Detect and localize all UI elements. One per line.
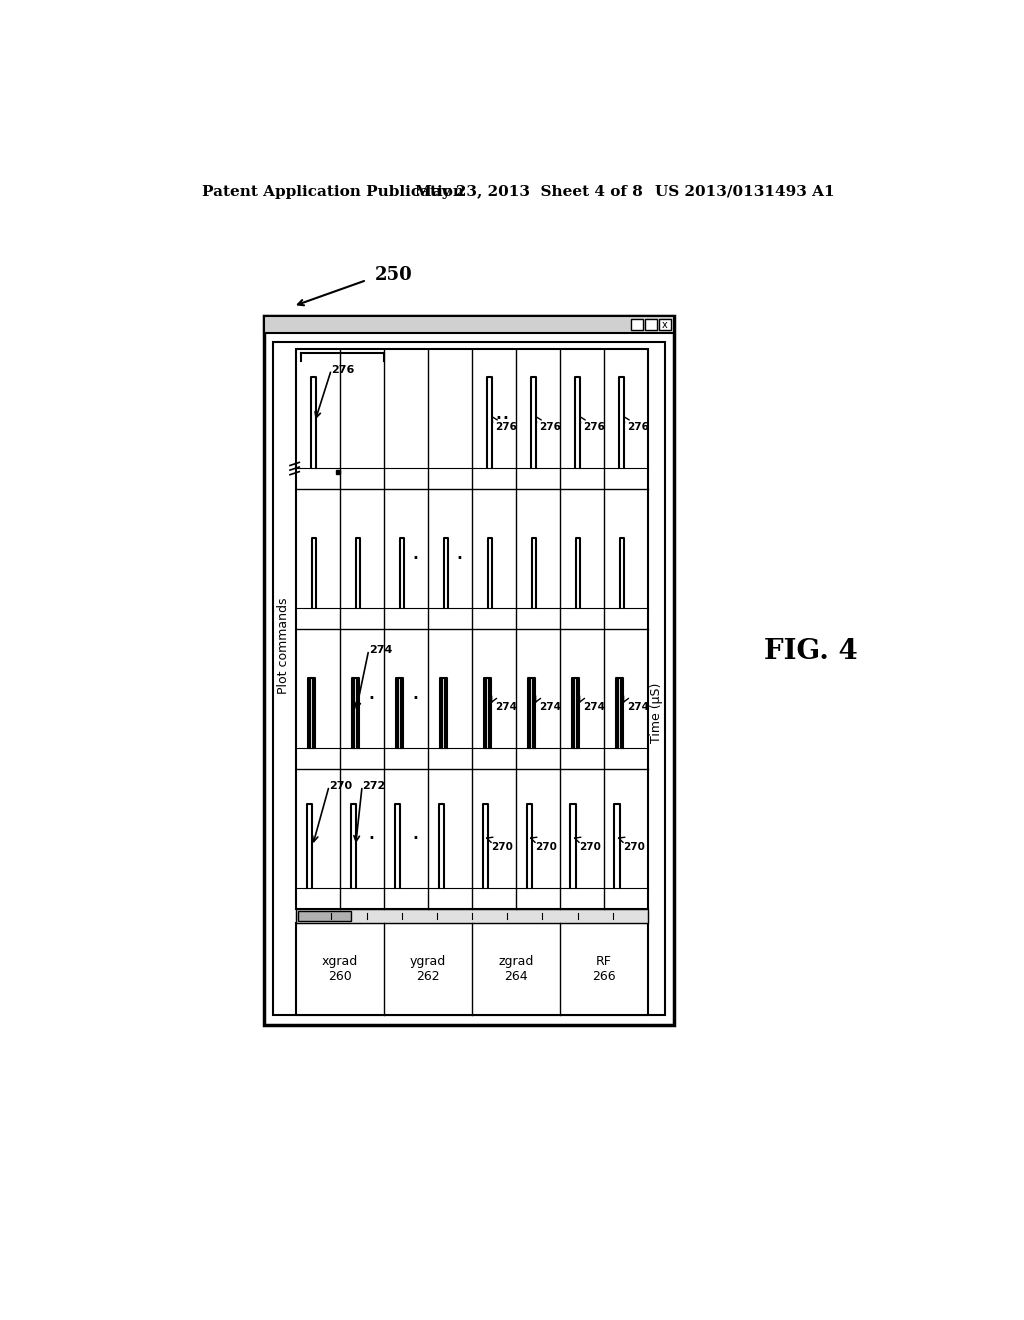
Text: .: . [495,400,503,424]
Bar [658,319,672,330]
Bar [296,923,648,1015]
Text: Plot commands: Plot commands [278,597,290,693]
Text: x: x [663,319,668,330]
Text: 276: 276 [583,422,604,432]
Text: .: . [411,540,419,564]
Text: 270: 270 [329,781,352,791]
Text: FIG. 4: FIG. 4 [764,638,857,665]
Text: May 23, 2013  Sheet 4 of 8: May 23, 2013 Sheet 4 of 8 [415,185,643,198]
Text: Time (μS): Time (μS) [650,682,664,743]
Bar [263,317,675,1024]
Text: ygrad
262: ygrad 262 [410,956,446,983]
Text: .: . [455,540,463,564]
Bar [631,319,643,330]
Text: 272: 272 [362,781,385,791]
Text: 274: 274 [539,702,561,711]
Text: 276: 276 [332,364,354,375]
Text: 274: 274 [495,702,517,711]
Text: .: . [367,820,375,843]
Text: 274: 274 [627,702,649,711]
Bar [298,911,350,921]
Bar [263,317,675,333]
Text: 270: 270 [536,842,557,853]
Text: .: . [411,680,419,704]
Text: 270: 270 [624,842,645,853]
Text: 276: 276 [495,422,517,432]
Bar [645,319,657,330]
Text: 270: 270 [492,842,513,853]
Text: 250: 250 [375,267,413,284]
Bar [273,342,665,1015]
Text: xgrad
260: xgrad 260 [322,956,358,983]
Text: 270: 270 [580,842,601,853]
Bar [296,348,648,909]
Text: 276: 276 [627,422,648,432]
Bar [336,470,340,474]
Text: zgrad
264: zgrad 264 [499,956,534,983]
Text: Patent Application Publication: Patent Application Publication [202,185,464,198]
Text: .: . [367,680,375,704]
Text: .: . [411,820,419,843]
Bar [296,909,648,923]
Text: 274: 274 [369,645,392,655]
Text: 276: 276 [539,422,560,432]
Text: RF
266: RF 266 [592,956,615,983]
Text: .: . [501,400,509,424]
Text: 274: 274 [583,702,605,711]
Text: US 2013/0131493 A1: US 2013/0131493 A1 [655,185,835,198]
